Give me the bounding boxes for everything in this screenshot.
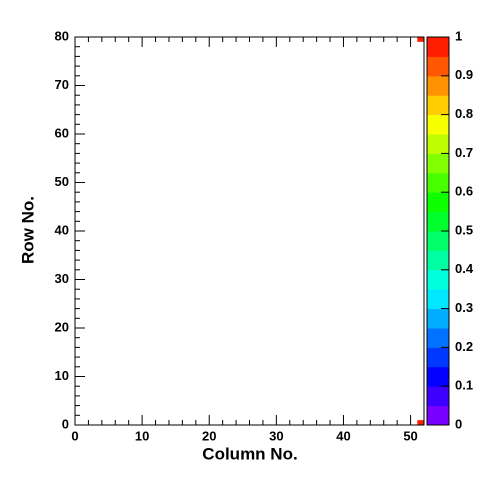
colorbar-band: [427, 328, 449, 348]
colorbar-tick-label: 1: [455, 28, 462, 43]
x-tick-label: 30: [269, 428, 283, 443]
colorbar-band: [427, 153, 449, 174]
colorbar-band: [427, 37, 449, 57]
colorbar-band: [427, 134, 449, 154]
colorbar-band: [427, 366, 449, 387]
y-tick-label: 60: [55, 125, 69, 140]
colorbar-band: [427, 56, 449, 77]
y-tick-label: 40: [55, 222, 69, 237]
x-tick-label: 50: [403, 428, 417, 443]
colorbar-band: [427, 192, 449, 213]
heatmap-cell: [417, 37, 424, 42]
colorbar-tick-label: 0.2: [455, 339, 473, 354]
y-tick-label: 80: [55, 28, 69, 43]
x-tick-label: 0: [71, 428, 78, 443]
colorbar-band: [427, 386, 449, 407]
colorbar-band: [427, 211, 449, 232]
colorbar-band: [427, 250, 449, 271]
y-tick-label: 50: [55, 174, 69, 189]
colorbar-band: [427, 75, 449, 96]
colorbar-band: [427, 231, 449, 251]
heatmap-cell: [417, 420, 424, 425]
colorbar-band: [427, 95, 449, 116]
y-tick-label: 30: [55, 271, 69, 286]
colorbar-band: [427, 269, 449, 290]
y-tick-label: 10: [55, 368, 69, 383]
y-axis-title: Row No.: [18, 196, 37, 264]
x-tick-label: 20: [202, 428, 216, 443]
colorbar-band: [427, 405, 449, 426]
y-tick-label: 70: [55, 77, 69, 92]
colorbar-tick-label: 0.9: [455, 67, 473, 82]
colorbar-tick-label: 0.3: [455, 300, 473, 315]
x-axis-title: Column No.: [202, 444, 297, 463]
colorbar-band: [427, 172, 449, 193]
colorbar-tick-label: 0.6: [455, 184, 473, 199]
colorbar-tick-label: 0.1: [455, 378, 473, 393]
colorbar-band: [427, 289, 449, 310]
y-tick-label: 0: [62, 416, 69, 431]
colorbar-band: [427, 308, 449, 329]
colorbar-tick-label: 0.8: [455, 106, 473, 121]
colorbar-tick-label: 0: [455, 416, 462, 431]
colorbar-band: [427, 347, 449, 368]
x-tick-label: 10: [135, 428, 149, 443]
colorbar-tick-label: 0.7: [455, 145, 473, 160]
colorbar-tick-label: 0.5: [455, 222, 473, 237]
x-tick-label: 40: [336, 428, 350, 443]
colorbar-band: [427, 114, 449, 135]
y-tick-label: 20: [55, 319, 69, 334]
colorbar-tick-label: 0.4: [455, 261, 474, 276]
